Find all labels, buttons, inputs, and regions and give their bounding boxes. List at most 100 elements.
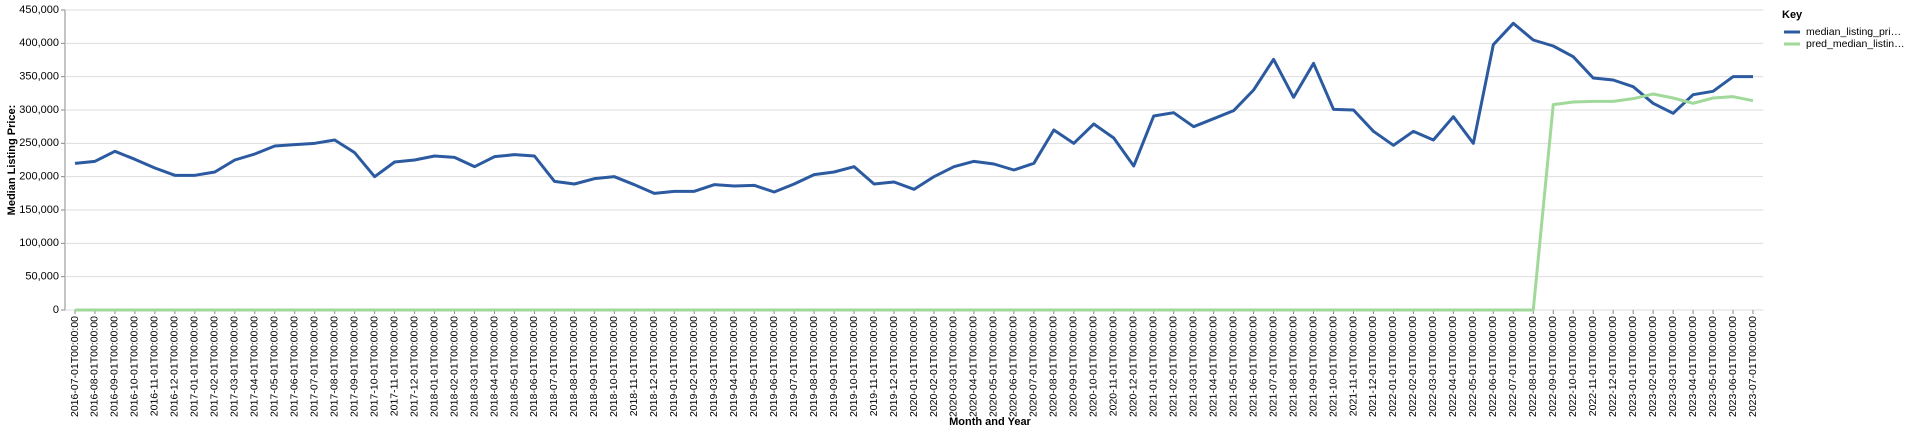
x-tick-label: 2018-12-01T00:00:00 [648,316,660,417]
x-tick-label: 2022-06-01T00:00:00 [1487,316,1499,417]
x-tick-label: 2019-09-01T00:00:00 [828,316,840,417]
x-tick-label: 2016-11-01T00:00:00 [149,316,161,416]
x-tick-label: 2016-08-01T00:00:00 [89,316,101,417]
x-tick-label: 2022-05-01T00:00:00 [1467,316,1479,417]
x-tick-label: 2019-10-01T00:00:00 [848,316,860,417]
x-tick-label: 2019-06-01T00:00:00 [768,316,780,417]
x-tick-label: 2016-09-01T00:00:00 [109,316,121,417]
y-tick-label: 400,000 [19,37,59,49]
x-tick-label: 2019-02-01T00:00:00 [688,316,700,417]
x-tick-label: 2022-09-01T00:00:00 [1547,316,1559,417]
x-tick-label: 2018-03-01T00:00:00 [468,316,480,417]
x-tick-label: 2022-03-01T00:00:00 [1427,316,1439,417]
x-tick-label: 2023-05-01T00:00:00 [1707,316,1719,417]
x-tick-label: 2017-02-01T00:00:00 [209,316,221,417]
x-tick-label: 2019-05-01T00:00:00 [748,316,760,417]
x-tick-label: 2020-12-01T00:00:00 [1128,316,1140,417]
x-tick-label: 2016-12-01T00:00:00 [169,316,181,417]
x-tick-label: 2018-11-01T00:00:00 [628,316,640,416]
y-tick-label: 50,000 [25,271,59,283]
x-tick-label: 2016-07-01T00:00:00 [69,316,81,417]
x-tick-label: 2019-11-01T00:00:00 [868,316,880,416]
x-tick-label: 2020-04-01T00:00:00 [968,316,980,417]
y-tick-label: 250,000 [19,137,59,149]
x-tick-label: 2018-01-01T00:00:00 [428,316,440,417]
x-tick-label: 2017-04-01T00:00:00 [249,316,261,417]
x-tick-label: 2022-08-01T00:00:00 [1527,316,1539,417]
x-tick-label: 2021-03-01T00:00:00 [1187,316,1199,417]
x-tick-label: 2021-07-01T00:00:00 [1267,316,1279,417]
x-tick-label: 2017-07-01T00:00:00 [308,316,320,417]
series-line [74,92,1754,312]
x-tick-label: 2019-12-01T00:00:00 [888,316,900,417]
x-tick-label: 2023-06-01T00:00:00 [1727,316,1739,417]
series-line [74,21,1754,195]
x-tick-label: 2021-05-01T00:00:00 [1227,316,1239,417]
x-tick-label: 2018-09-01T00:00:00 [588,316,600,417]
x-tick-label: 2020-10-01T00:00:00 [1088,316,1100,417]
y-tick-label: 350,000 [19,71,59,83]
x-tick-label: 2020-03-01T00:00:00 [948,316,960,417]
x-tick-label: 2023-02-01T00:00:00 [1647,316,1659,417]
x-axis-title: Month and Year [949,416,1031,428]
x-tick-label: 2022-01-01T00:00:00 [1387,316,1399,417]
x-tick-label: 2020-05-01T00:00:00 [988,316,1000,417]
x-tick-label: 2018-02-01T00:00:00 [448,316,460,417]
x-tick-label: 2017-10-01T00:00:00 [368,316,380,417]
x-tick-label: 2023-04-01T00:00:00 [1687,316,1699,417]
x-tick-label: 2018-05-01T00:00:00 [508,316,520,417]
x-tick-label: 2017-05-01T00:00:00 [269,316,281,417]
x-tick-label: 2022-07-01T00:00:00 [1507,316,1519,417]
x-tick-label: 2017-06-01T00:00:00 [289,316,301,417]
y-tick-label: 0 [53,304,59,316]
x-tick-label: 2021-01-01T00:00:00 [1147,316,1159,417]
x-tick-label: 2023-03-01T00:00:00 [1667,316,1679,417]
x-tick-label: 2018-08-01T00:00:00 [568,316,580,417]
x-tick-label: 2021-11-01T00:00:00 [1347,316,1359,416]
x-tick-label: 2020-01-01T00:00:00 [908,316,920,417]
x-tick-label: 2018-06-01T00:00:00 [528,316,540,417]
x-tick-label: 2019-03-01T00:00:00 [708,316,720,417]
x-tick-label: 2022-02-01T00:00:00 [1407,316,1419,417]
x-tick-label: 2018-04-01T00:00:00 [488,316,500,417]
x-tick-label: 2018-10-01T00:00:00 [608,316,620,417]
y-tick-label: 150,000 [19,204,59,216]
x-tick-label: 2020-02-01T00:00:00 [928,316,940,417]
legend-label: median_listing_pri… [1806,26,1901,38]
x-tick-label: 2017-03-01T00:00:00 [229,316,241,417]
y-tick-label: 300,000 [19,104,59,116]
x-tick-label: 2021-09-01T00:00:00 [1307,316,1319,417]
y-tick-label: 100,000 [19,237,59,249]
x-tick-label: 2020-06-01T00:00:00 [1008,316,1020,417]
x-tick-label: 2021-12-01T00:00:00 [1367,316,1379,417]
x-tick-label: 2019-04-01T00:00:00 [728,316,740,417]
x-tick-label: 2022-12-01T00:00:00 [1607,316,1619,417]
x-tick-label: 2018-07-01T00:00:00 [548,316,560,417]
x-tick-label: 2022-04-01T00:00:00 [1447,316,1459,417]
x-tick-label: 2020-08-01T00:00:00 [1048,316,1060,417]
x-tick-label: 2021-02-01T00:00:00 [1167,316,1179,417]
x-tick-label: 2021-08-01T00:00:00 [1287,316,1299,417]
legend-label: pred_median_listin… [1806,38,1905,50]
x-tick-label: 2023-01-01T00:00:00 [1627,316,1639,417]
x-tick-label: 2020-07-01T00:00:00 [1028,316,1040,417]
x-tick-label: 2022-11-01T00:00:00 [1587,316,1599,416]
x-tick-label: 2017-12-01T00:00:00 [408,316,420,417]
x-tick-label: 2020-09-01T00:00:00 [1068,316,1080,417]
x-tick-label: 2020-11-01T00:00:00 [1108,316,1120,416]
x-tick-label: 2022-10-01T00:00:00 [1567,316,1579,417]
y-tick-label: 200,000 [19,171,59,183]
x-tick-label: 2021-04-01T00:00:00 [1207,316,1219,417]
x-tick-label: 2019-07-01T00:00:00 [788,316,800,417]
x-tick-label: 2016-10-01T00:00:00 [129,316,141,417]
y-tick-label: 450,000 [19,4,59,16]
x-tick-label: 2019-08-01T00:00:00 [808,316,820,417]
x-tick-label: 2021-10-01T00:00:00 [1327,316,1339,417]
x-tick-label: 2021-06-01T00:00:00 [1247,316,1259,417]
x-tick-label: 2017-08-01T00:00:00 [328,316,340,417]
x-tick-label: 2019-01-01T00:00:00 [668,316,680,417]
x-tick-label: 2017-01-01T00:00:00 [189,316,201,417]
y-axis-title: Median Listing Price: [6,105,18,216]
